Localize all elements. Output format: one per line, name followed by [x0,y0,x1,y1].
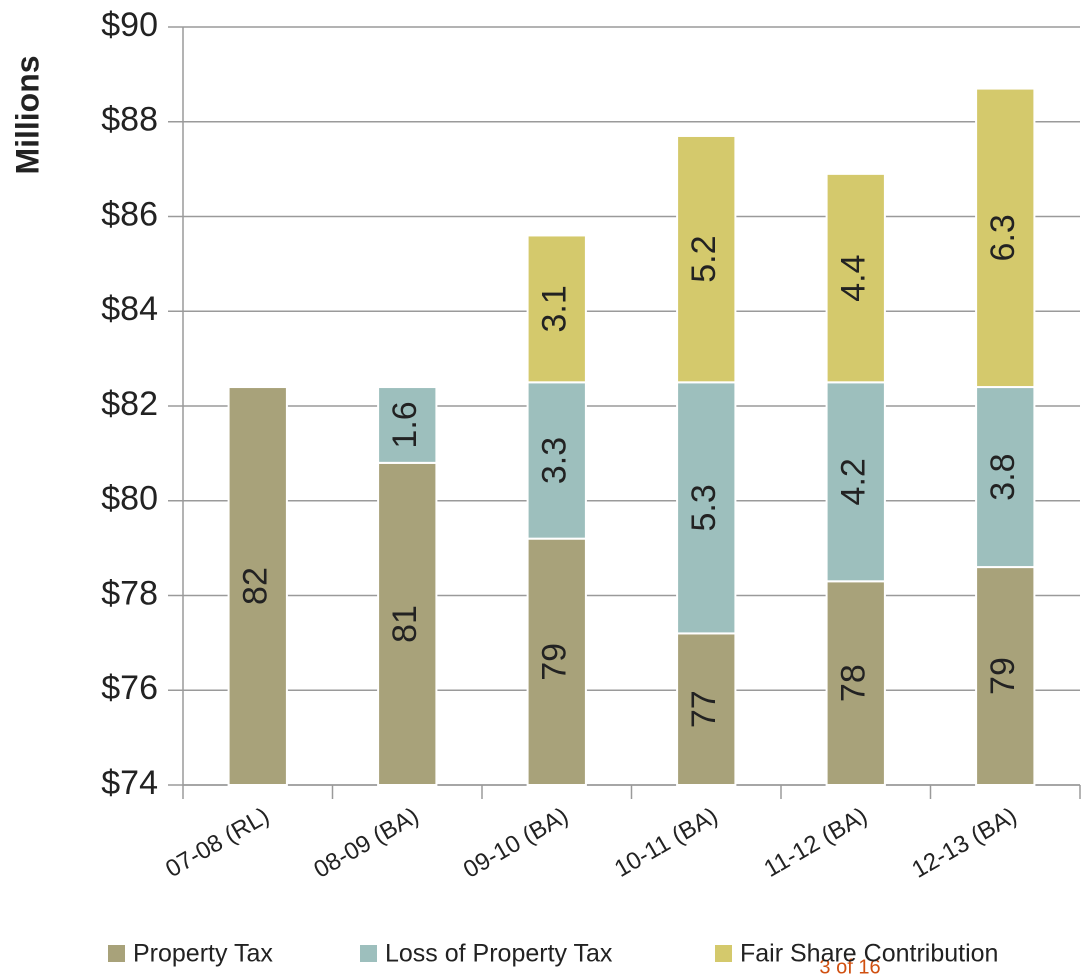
y-tick-label: $82 [101,385,158,423]
data-label: 79 [536,643,574,681]
bar-segment [526,381,587,540]
bar-segment [377,461,438,786]
data-label: 82 [237,567,275,605]
data-label: 4.2 [835,458,873,505]
x-tick-label: 08-09 (BA) [309,802,423,883]
y-tick-label: $78 [101,574,158,612]
data-label: 5.2 [685,236,723,283]
bar-segment [825,381,886,583]
y-tick-label: $74 [101,764,158,802]
y-tick-label: $86 [101,195,158,233]
x-tick-label: 09-10 (BA) [459,802,573,883]
data-label: 1.6 [386,401,424,448]
x-tick-label: 07-08 (RL) [161,802,274,883]
bar-segment [825,580,886,786]
y-axis-title: Millions [9,55,45,174]
data-label: 5.3 [685,484,723,531]
bar-segment [975,87,1036,389]
data-label: 6.3 [984,214,1022,261]
data-label: 77 [685,690,723,728]
bar-segment [526,537,587,787]
bar-segment [975,566,1036,787]
data-label: 3.3 [536,437,574,484]
legend-label: Loss of Property Tax [385,940,613,968]
data-label: 81 [386,605,424,643]
data-label: 3.8 [984,453,1022,500]
legend-swatch [360,945,377,962]
legend-swatch [108,945,125,962]
bar-segment [227,386,288,786]
bar-segment [825,172,886,384]
bar-segment [377,386,438,464]
page-number: 3 of 16 [819,956,880,978]
y-tick-label: $90 [101,6,158,44]
bar-segment [676,134,737,384]
x-tick-label: 10-11 (BA) [610,802,722,883]
bar-segment [676,632,737,787]
legend-label: Property Tax [133,940,273,968]
x-tick-label: 11-12 (BA) [759,802,871,883]
y-tick-label: $84 [101,290,158,328]
data-label: 4.4 [835,254,873,301]
bar-segment [676,381,737,635]
bar-segment [526,234,587,384]
data-label: 79 [984,657,1022,695]
y-tick-label: $76 [101,669,158,707]
data-label: 78 [835,664,873,702]
y-tick-label: $88 [101,101,158,139]
data-label: 3.1 [536,285,574,332]
legend-swatch [715,945,732,962]
y-tick-label: $80 [101,480,158,518]
legend-label: Fair Share Contribution [740,940,998,968]
x-tick-label: 12-13 (BA) [907,802,1021,883]
